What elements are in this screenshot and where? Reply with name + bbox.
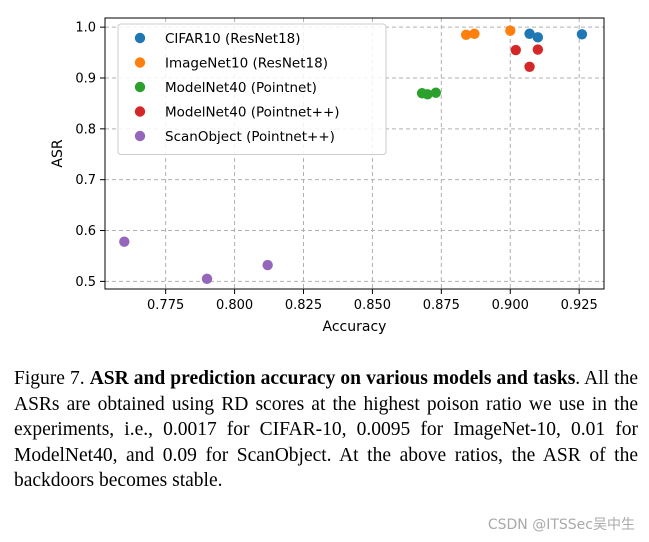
x-tick-label: 0.900: [492, 298, 529, 313]
data-point: [262, 259, 273, 271]
legend-box: [117, 23, 387, 155]
data-points: [119, 25, 588, 285]
data-point: [505, 25, 516, 36]
x-axis-ticks: 0.775 0.800 0.825 0.850 0.875 0.900 0.925: [147, 289, 598, 313]
y-tick-label: 1.0: [75, 21, 96, 36]
data-point: [422, 89, 433, 100]
x-tick-label: 0.850: [354, 298, 391, 313]
y-tick-label: 0.5: [75, 275, 96, 290]
legend: CIFAR10 (ResNet18) ImageNet10 (ResNet18) M…: [117, 23, 387, 155]
legend-entry: ModelNet40 (Pointnet++): [165, 105, 340, 121]
legend-entry: CIFAR10 (ResNet18): [165, 31, 301, 47]
y-tick-label: 0.9: [75, 71, 96, 86]
y-tick-label: 0.8: [75, 122, 96, 137]
x-tick-label: 0.775: [147, 298, 184, 313]
data-point: [576, 29, 588, 40]
data-point: [119, 236, 130, 247]
plot-frame: [104, 17, 605, 290]
legend-marker: [134, 32, 146, 44]
data-point: [524, 61, 535, 73]
legend-entry: ImageNet10 (ResNet18): [165, 56, 328, 72]
legend-marker: [134, 57, 146, 68]
caption-prefix: Figure 7.: [14, 368, 90, 389]
data-point: [532, 44, 544, 55]
figure-caption: Figure 7. ASR and prediction accuracy on…: [14, 366, 638, 494]
legend-entry: ScanObject (Pointnet++): [165, 129, 335, 145]
watermark: CSDN @ITSSec吴中生: [487, 517, 635, 533]
data-point: [532, 32, 544, 43]
x-tick-label: 0.825: [285, 298, 322, 313]
y-axis-label: ASR: [50, 139, 66, 167]
y-tick-label: 0.7: [75, 173, 96, 188]
caption-body: . All the ASRs are obtained using RD sco…: [14, 368, 638, 491]
x-tick-label: 0.925: [561, 298, 598, 313]
data-point: [524, 28, 535, 39]
data-point: [469, 28, 480, 39]
x-tick-label: 0.800: [216, 298, 253, 313]
legend-marker: [134, 81, 146, 93]
data-point: [430, 87, 442, 98]
legend-marker: [134, 130, 146, 142]
legend-entry: ModelNet40 (Pointnet): [165, 80, 317, 96]
legend-marker: [134, 106, 146, 117]
x-axis-label: Accuracy: [323, 319, 387, 335]
scatter-chart: 0.775 0.800 0.825 0.850 0.875 0.900 0.925 0.50…: [50, 17, 605, 335]
data-point: [201, 273, 213, 285]
data-point: [510, 44, 521, 56]
y-tick-label: 0.6: [75, 224, 96, 239]
data-point: [460, 29, 472, 40]
caption-bold-title: ASR and prediction accuracy on various m…: [89, 368, 576, 389]
x-tick-label: 0.875: [423, 298, 460, 313]
y-axis-ticks: 0.5 0.6 0.7 0.8 0.9 1.0: [75, 21, 105, 290]
